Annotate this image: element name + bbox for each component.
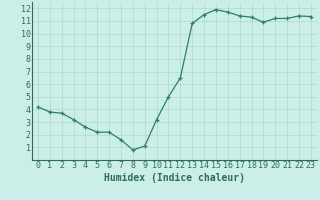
X-axis label: Humidex (Indice chaleur): Humidex (Indice chaleur) bbox=[104, 173, 245, 183]
